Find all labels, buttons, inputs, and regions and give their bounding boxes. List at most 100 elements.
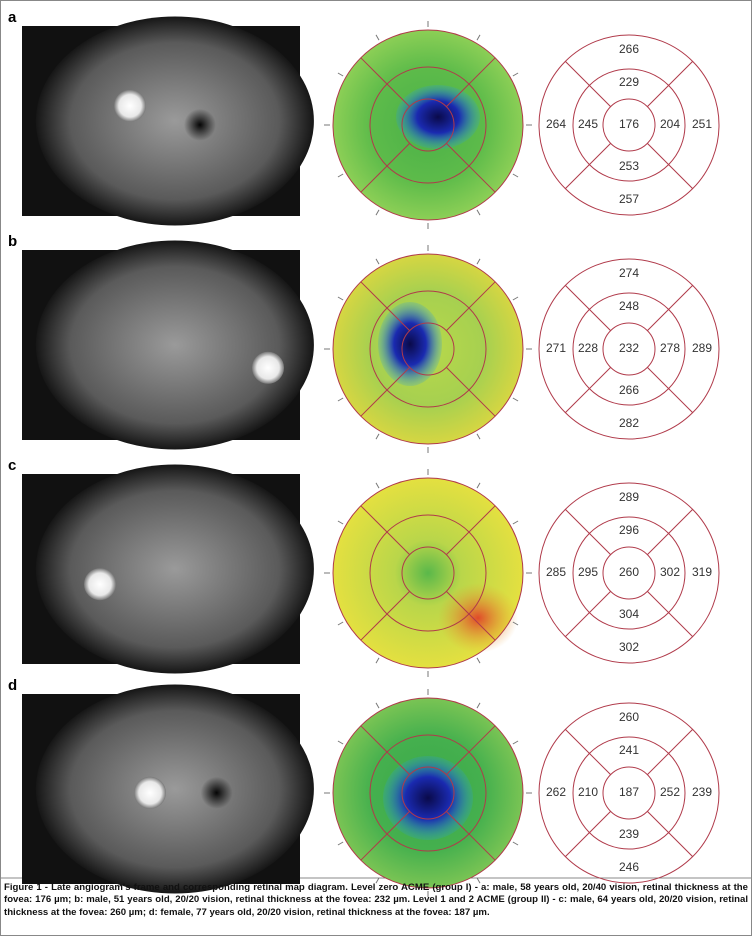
map-sector-line (446, 143, 496, 193)
map-sector-line (360, 367, 410, 417)
diagram-ring (538, 482, 720, 664)
map-sector-line (360, 505, 410, 555)
map-sector-line (360, 143, 410, 193)
macula (183, 108, 216, 141)
diagram-ring (602, 98, 656, 152)
map-tick (337, 173, 344, 178)
diagram-sector-line (565, 367, 611, 413)
thickness-value: 252 (660, 785, 680, 799)
thickness-value: 289 (619, 490, 639, 504)
thickness-value: 289 (692, 341, 712, 355)
thickness-value: 271 (546, 341, 566, 355)
thickness-value: 251 (692, 117, 712, 131)
fundus (35, 684, 314, 894)
map-tick (476, 702, 481, 709)
map-sector-line (360, 725, 410, 775)
thickness-value: 187 (619, 785, 639, 799)
diagram-sector-line (565, 591, 611, 637)
diagram-sector-line (565, 729, 611, 775)
thickness-value: 246 (619, 860, 639, 874)
map-ring (369, 734, 487, 852)
diagram-sector-line (565, 143, 611, 189)
diagram-sector-line (565, 61, 611, 107)
diagram-ring (538, 34, 720, 216)
map-tick (476, 657, 481, 664)
thickness-value: 302 (619, 640, 639, 654)
map-tick (337, 621, 344, 626)
thickness-value: 248 (619, 299, 639, 313)
thickness-value: 285 (546, 565, 566, 579)
thickness-value: 282 (619, 416, 639, 430)
diagram-sector-line (647, 509, 693, 555)
thickness-value: 176 (619, 117, 639, 131)
map-tick (512, 173, 519, 178)
map-ring (332, 29, 524, 221)
map-tick (337, 841, 344, 846)
thickness-value: 260 (619, 565, 639, 579)
map-ring (401, 766, 455, 820)
thickness-value: 319 (692, 565, 712, 579)
diagram-sector-line (647, 811, 693, 857)
map-sector-line (446, 505, 496, 555)
macula (200, 776, 233, 809)
map-ring (401, 322, 455, 376)
fundus (35, 16, 314, 226)
thickness-value: 239 (692, 785, 712, 799)
thickness-value: 262 (546, 785, 566, 799)
thickness-value: 245 (578, 117, 598, 131)
diagram-ring (572, 516, 686, 630)
map-sector-line (446, 591, 496, 641)
map-tick (375, 433, 380, 440)
map-tick (512, 740, 519, 745)
panel-label: a (8, 9, 17, 26)
fundus (35, 464, 314, 674)
map-sector-line (360, 281, 410, 331)
map-tick (512, 397, 519, 402)
diagram-ring (602, 322, 656, 376)
optic-disc (252, 351, 284, 384)
map-ring (369, 66, 487, 184)
map-sector-line (360, 57, 410, 107)
thickness-value: 260 (619, 710, 639, 724)
diagram-sector-line (647, 61, 693, 107)
thickness-value: 296 (619, 523, 639, 537)
map-tick (375, 877, 380, 884)
map-tick (476, 433, 481, 440)
diagram-sector-line (565, 509, 611, 555)
optic-disc (84, 568, 116, 601)
map-tick (375, 657, 380, 664)
map-tick (476, 877, 481, 884)
diagram-ring (538, 258, 720, 440)
map-sector-line (446, 367, 496, 417)
map-tick (375, 482, 380, 489)
map-tick (337, 520, 344, 525)
map-tick (512, 520, 519, 525)
optic-disc (134, 776, 166, 809)
diagram-sector-line (647, 591, 693, 637)
map-tick (476, 482, 481, 489)
map-ring (401, 98, 455, 152)
map-ring (369, 514, 487, 632)
thickness-value: 228 (578, 341, 598, 355)
panel-label: b (8, 233, 17, 250)
diagram-sector-line (565, 811, 611, 857)
map-ring (369, 290, 487, 408)
map-sector-line (360, 811, 410, 861)
map-tick (337, 72, 344, 77)
map-sector-line (360, 591, 410, 641)
map-tick (337, 296, 344, 301)
map-tick (512, 841, 519, 846)
map-tick (476, 34, 481, 41)
thickness-value: 232 (619, 341, 639, 355)
figure-caption: Figure 1 - Late angiogram's frame and co… (4, 882, 748, 918)
thickness-value: 274 (619, 266, 639, 280)
diagram-ring (602, 766, 656, 820)
thickness-value: 241 (619, 743, 639, 757)
diagram-sector-line (647, 143, 693, 189)
panel-label: d (8, 677, 17, 694)
thickness-value: 257 (619, 192, 639, 206)
thin-area (378, 302, 442, 386)
thickness-value: 266 (619, 383, 639, 397)
